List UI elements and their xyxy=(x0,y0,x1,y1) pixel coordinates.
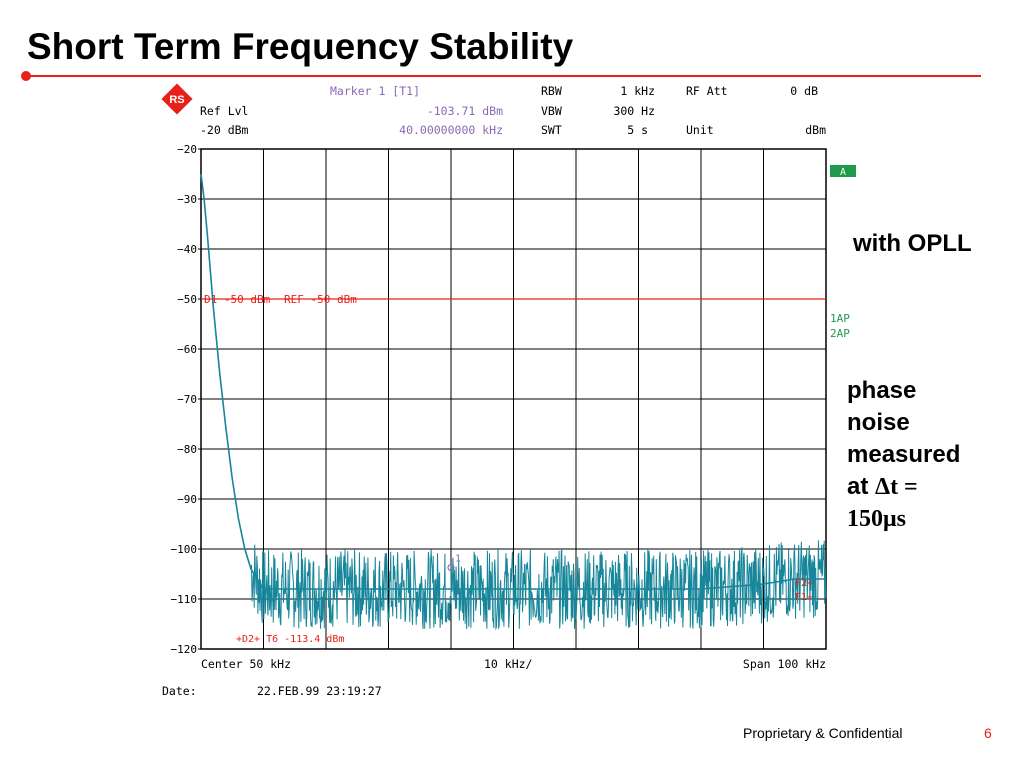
title-bullet-dot xyxy=(21,71,31,81)
indicator-2ap: 2AP xyxy=(830,327,850,340)
phase-noise-note: phase noise measured at Δt = 150μs xyxy=(847,375,960,535)
span-label: Span 100 kHz xyxy=(743,657,826,671)
rbw-label: RBW xyxy=(541,84,562,98)
swt-value: 5 s xyxy=(627,123,648,137)
ref-lvl-label: Ref Lvl xyxy=(200,104,248,118)
y-tick-label: −70 xyxy=(177,393,197,406)
y-tick-label: −50 xyxy=(177,293,197,306)
slide-title: Short Term Frequency Stability xyxy=(27,26,574,67)
rf-att-value: 0 dB xyxy=(790,84,818,98)
rohde-schwarz-logo: RS xyxy=(161,83,193,115)
rf-att-label: RF Att xyxy=(686,84,728,98)
y-tick-label: −120 xyxy=(171,643,198,656)
marker-1-point: 1 xyxy=(447,554,461,572)
y-tick-label: −40 xyxy=(177,243,197,256)
marker-frequency: 40.00000000 kHz xyxy=(399,123,503,137)
plot-grid xyxy=(201,149,826,649)
trace-a-label: A xyxy=(840,167,846,178)
trace-a-badge xyxy=(830,165,856,177)
title-underline xyxy=(25,75,981,77)
right-marker-f2: F2+ xyxy=(795,578,813,589)
unit-label: Unit xyxy=(686,123,714,137)
y-tick-label: −20 xyxy=(177,143,197,156)
page-number: 6 xyxy=(984,725,992,741)
phase-noise-line-5: 150μs xyxy=(847,506,906,532)
phase-noise-at: at xyxy=(847,473,876,500)
with-opll-note: with OPLL xyxy=(853,230,972,257)
unit-value: dBm xyxy=(805,123,826,137)
rbw-value: 1 kHz xyxy=(620,84,655,98)
ref-line-label: REF -50 dBm xyxy=(284,293,357,306)
right-marker-f1: F1+ xyxy=(795,592,813,603)
trace-line xyxy=(200,173,826,590)
y-tick-label: −90 xyxy=(177,493,197,506)
phase-noise-line-4: at Δt = xyxy=(847,471,960,503)
date-label: Date: xyxy=(162,684,197,698)
center-frequency-label: Center 50 kHz xyxy=(201,657,291,671)
swt-label: SWT xyxy=(541,123,562,137)
indicator-1ap: 1AP xyxy=(830,312,850,325)
y-tick-label: −30 xyxy=(177,193,197,206)
marker-level: -103.71 dBm xyxy=(427,104,503,118)
y-tick-label: −80 xyxy=(177,443,197,456)
vbw-label: VBW xyxy=(541,104,562,118)
y-tick-label: −60 xyxy=(177,343,197,356)
ref-lvl-value: -20 dBm xyxy=(200,123,249,137)
phase-noise-line-3: measured xyxy=(847,441,961,468)
y-tick-label: −100 xyxy=(171,543,198,556)
footer-confidential: Proprietary & Confidential xyxy=(743,725,903,741)
svg-text:RS: RS xyxy=(169,94,184,106)
date-value: 22.FEB.99 23:19:27 xyxy=(257,684,382,698)
delta-t-text: Δt = xyxy=(875,474,918,500)
bottom-marker-readout: +D2+ T6 -113.4 dBm xyxy=(236,634,344,645)
y-axis-ticks: −20 −30 −40 −50 −60 −70 −80 −90 −100 −110 −120 xyxy=(171,143,201,656)
d1-line-label: D1 -50 dBm xyxy=(204,293,271,306)
trace-noise-band xyxy=(250,540,827,631)
vbw-value: 300 Hz xyxy=(613,104,655,118)
phase-noise-line-1: phase xyxy=(847,377,917,404)
phase-noise-line-2: noise xyxy=(847,409,910,436)
division-label: 10 kHz/ xyxy=(484,657,533,671)
marker-1-label: 1 xyxy=(455,554,461,565)
y-tick-label: −110 xyxy=(171,593,198,606)
marker-label: Marker 1 [T1] xyxy=(330,84,420,98)
